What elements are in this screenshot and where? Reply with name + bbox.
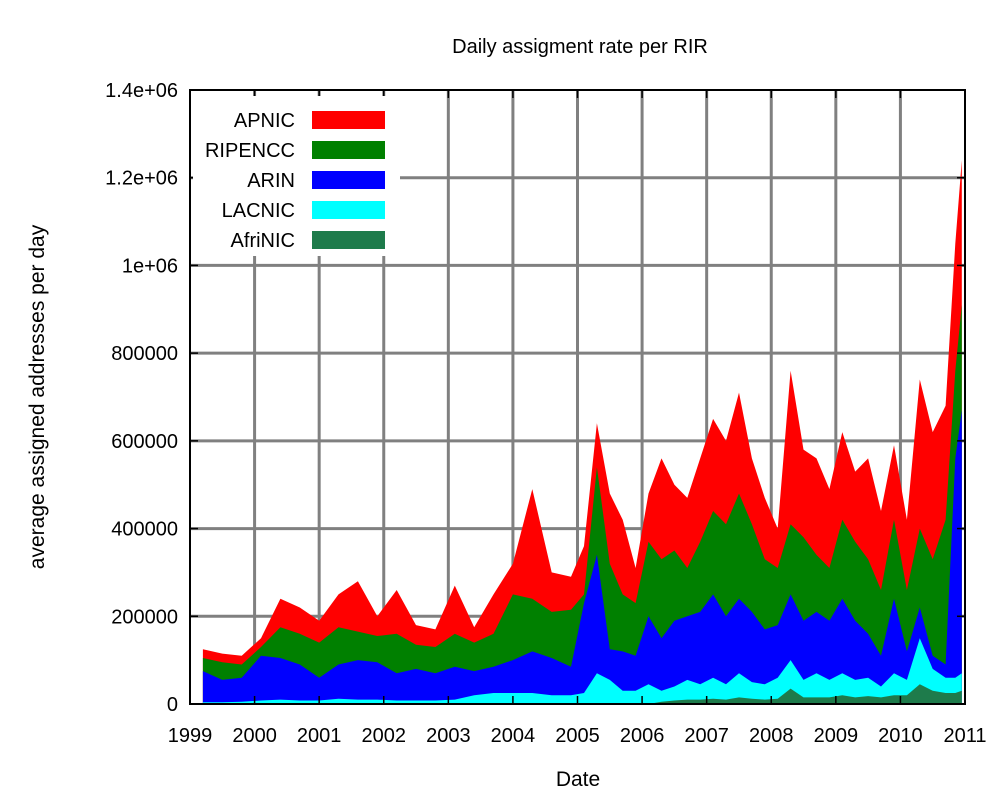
legend-label: ARIN	[247, 170, 295, 192]
plot-areas	[202, 160, 962, 704]
x-axis: 1999 2000 2001 2002 2003 2004 2005 2006 2007 2008…	[168, 90, 987, 747]
series-area-ripencc	[202, 304, 962, 704]
y-axis: 0 200000 400000 600000 800000 1e+06 1.2e+06 1.4…	[105, 80, 965, 716]
legend-label: LACNIC	[222, 200, 295, 222]
series-area-lacnic	[202, 638, 962, 704]
x-tick-label: 2007	[684, 725, 729, 747]
y-tick-label: 600000	[111, 431, 178, 453]
x-tick-label: 2010	[878, 725, 923, 747]
x-tick-label: 2003	[426, 725, 471, 747]
y-tick-label: 800000	[111, 343, 178, 365]
y-tick-label: 1.4e+06	[105, 80, 178, 102]
legend-swatch-afrinic	[312, 231, 385, 249]
x-tick-label: 2005	[555, 725, 600, 747]
x-tick-label: 2006	[620, 725, 665, 747]
legend-swatch-lacnic	[312, 201, 385, 219]
x-tick-label: 2000	[232, 725, 277, 747]
legend-label: APNIC	[234, 110, 295, 132]
legend-swatch-apnic	[312, 111, 385, 129]
chart-title: Daily assigment rate per RIR	[452, 36, 708, 58]
x-tick-label: 2004	[491, 725, 536, 747]
x-axis-label: Date	[556, 768, 600, 791]
y-tick-label: 200000	[111, 606, 178, 628]
x-tick-label: 2011	[943, 725, 986, 747]
series-area-afrinic	[202, 684, 962, 704]
legend-label: AfriNIC	[231, 230, 295, 252]
y-tick-label: 400000	[111, 519, 178, 541]
legend: APNIC RIPENCC ARIN LACNIC AfriNIC	[193, 96, 400, 256]
legend-label: RIPENCC	[205, 140, 295, 162]
x-tick-label: 2001	[297, 725, 342, 747]
y-tick-label: 1e+06	[122, 255, 178, 277]
y-tick-label: 1.2e+06	[105, 168, 178, 190]
x-tick-label: 2008	[749, 725, 794, 747]
y-tick-label: 0	[167, 694, 178, 716]
x-tick-label: 1999	[168, 725, 213, 747]
y-axis-label: average assigned addresses per day	[26, 224, 49, 569]
legend-swatch-ripencc	[312, 141, 385, 159]
x-tick-label: 2009	[814, 725, 859, 747]
legend-swatch-arin	[312, 171, 385, 189]
x-tick-label: 2002	[362, 725, 407, 747]
series-area-arin	[202, 410, 962, 704]
